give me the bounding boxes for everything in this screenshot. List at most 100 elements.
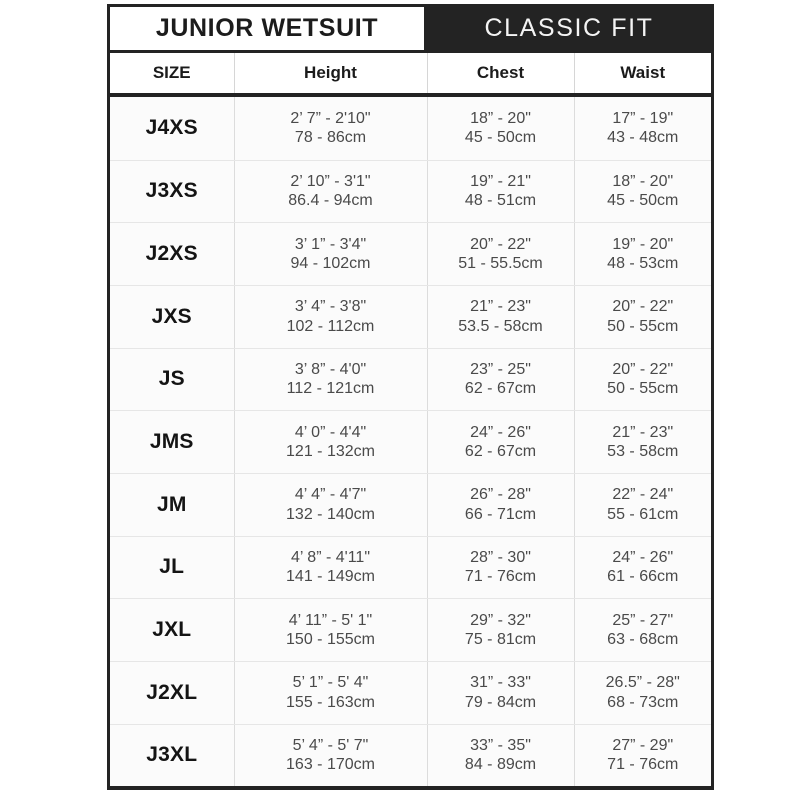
table-row: J2XL 5’ 1” - 5' 4" 155 - 163cm 31” - 33" 79 … bbox=[110, 661, 711, 725]
size-label: JXS bbox=[110, 285, 235, 349]
waist-measurement: 21” - 23" 53 - 58cm bbox=[574, 410, 712, 474]
height-measurement: 4’ 8” - 4'11" 141 - 149cm bbox=[234, 536, 428, 600]
waist-measurement-imperial: 20” - 22" bbox=[612, 298, 674, 316]
height-measurement-imperial: 3’ 1” - 3'4" bbox=[294, 235, 367, 253]
size-label: JM bbox=[110, 473, 235, 537]
waist-measurement-values: 22” - 24" 55 - 61cm bbox=[575, 485, 712, 524]
chest-measurement-metric: 53.5 - 58cm bbox=[458, 317, 543, 335]
table-row: J4XS 2’ 7” - 2'10" 78 - 86cm 18” - 20" 45 - … bbox=[110, 95, 711, 161]
chest-measurement: 18” - 20" 45 - 50cm bbox=[427, 95, 575, 161]
size-table: SIZE Height Chest Waist J4XS 2’ 7” - 2'10… bbox=[110, 53, 711, 786]
height-measurement-imperial: 2’ 10” - 3'1" bbox=[290, 172, 371, 190]
waist-measurement-values: 24” - 26" 61 - 66cm bbox=[575, 548, 712, 587]
height-measurement-values: 5’ 4” - 5' 7" 163 - 170cm bbox=[235, 736, 427, 775]
table-row: JL 4’ 8” - 4'11" 141 - 149cm 28” - 30" 71 - … bbox=[110, 536, 712, 600]
waist-measurement-imperial: 17” - 19" bbox=[612, 109, 674, 127]
waist-measurement-values: 18” - 20" 45 - 50cm bbox=[575, 172, 712, 211]
chest-measurement-metric: 79 - 84cm bbox=[464, 693, 537, 711]
waist-measurement-metric: 50 - 55cm bbox=[607, 317, 679, 335]
chest-measurement: 19” - 21" 48 - 51cm bbox=[427, 160, 575, 224]
column-header-chest: Chest bbox=[427, 53, 575, 97]
banner-product-title: JUNIOR WETSUIT bbox=[107, 4, 427, 53]
height-measurement-values: 3’ 8” - 4'0" 112 - 121cm bbox=[235, 360, 427, 399]
size-label: JMS bbox=[110, 410, 235, 474]
height-measurement-values: 5’ 1” - 5' 4" 155 - 163cm bbox=[235, 673, 427, 712]
height-measurement: 3’ 8” - 4'0" 112 - 121cm bbox=[234, 348, 428, 412]
table-body: J4XS 2’ 7” - 2'10" 78 - 86cm 18” - 20" 45 - … bbox=[110, 95, 711, 786]
waist-measurement-metric: 45 - 50cm bbox=[607, 192, 679, 210]
table-row: JMS 4’ 0” - 4'4" 121 - 132cm 24” - 26" 62 - … bbox=[110, 410, 712, 474]
chest-measurement-imperial: 31” - 33" bbox=[470, 674, 531, 692]
chest-measurement-imperial: 29” - 32" bbox=[470, 611, 531, 629]
height-measurement-values: 3’ 4” - 3'8" 102 - 112cm bbox=[235, 297, 427, 336]
size-label: J2XS bbox=[110, 222, 235, 286]
height-measurement-values: 4’ 8” - 4'11" 141 - 149cm bbox=[235, 548, 427, 587]
waist-measurement-metric: 68 - 73cm bbox=[607, 693, 679, 711]
height-measurement: 3’ 1” - 3'4" 94 - 102cm bbox=[234, 222, 428, 286]
waist-measurement-values: 20” - 22" 50 - 55cm bbox=[575, 297, 712, 336]
height-measurement-metric: 86.4 - 94cm bbox=[288, 192, 373, 210]
waist-measurement-metric: 43 - 48cm bbox=[607, 129, 679, 147]
waist-measurement-metric: 50 - 55cm bbox=[607, 380, 679, 398]
chest-measurement: 33” - 35" 84 - 89cm bbox=[427, 724, 575, 786]
chest-measurement: 24” - 26" 62 - 67cm bbox=[427, 410, 575, 474]
banner-fit-title-text: CLASSIC FIT bbox=[484, 14, 654, 42]
chest-measurement-values: 33” - 35" 84 - 89cm bbox=[428, 736, 574, 775]
height-measurement: 2’ 10” - 3'1" 86.4 - 94cm bbox=[234, 160, 428, 224]
table-row: J2XS 3’ 1” - 3'4" 94 - 102cm 20” - 22" 51 - … bbox=[110, 222, 711, 286]
chest-measurement: 26” - 28" 66 - 71cm bbox=[427, 473, 575, 537]
waist-measurement-values: 27” - 29" 71 - 76cm bbox=[575, 736, 712, 775]
chest-measurement-values: 29” - 32" 75 - 81cm bbox=[428, 611, 574, 650]
waist-measurement-values: 25” - 27" 63 - 68cm bbox=[575, 611, 712, 650]
chest-measurement-metric: 48 - 51cm bbox=[464, 192, 537, 210]
waist-measurement-imperial: 25” - 27" bbox=[612, 611, 674, 629]
waist-measurement-values: 20” - 22" 50 - 55cm bbox=[575, 360, 712, 399]
waist-measurement-values: 21” - 23" 53 - 58cm bbox=[575, 423, 712, 462]
waist-measurement-metric: 61 - 66cm bbox=[607, 568, 679, 586]
waist-measurement: 22” - 24" 55 - 61cm bbox=[574, 473, 712, 537]
waist-measurement-imperial: 21” - 23" bbox=[612, 423, 674, 441]
height-measurement-metric: 150 - 155cm bbox=[286, 631, 375, 649]
chest-measurement-values: 20” - 22" 51 - 55.5cm bbox=[428, 235, 574, 274]
chest-measurement-imperial: 23” - 25" bbox=[470, 360, 531, 378]
height-measurement-values: 4’ 0” - 4'4" 121 - 132cm bbox=[235, 423, 427, 462]
chest-measurement: 20” - 22" 51 - 55.5cm bbox=[427, 222, 575, 286]
chest-measurement-metric: 71 - 76cm bbox=[464, 568, 537, 586]
waist-measurement-metric: 55 - 61cm bbox=[607, 505, 679, 523]
chest-measurement-values: 28” - 30" 71 - 76cm bbox=[428, 548, 574, 587]
size-label: J3XS bbox=[110, 160, 235, 224]
size-label: J4XS bbox=[110, 95, 235, 161]
height-measurement-imperial: 5’ 1” - 5' 4" bbox=[292, 674, 369, 692]
chest-measurement-metric: 51 - 55.5cm bbox=[458, 255, 543, 273]
chest-measurement: 31” - 33" 79 - 84cm bbox=[427, 661, 575, 725]
height-measurement-metric: 102 - 112cm bbox=[286, 317, 375, 335]
waist-measurement-imperial: 26.5” - 28" bbox=[605, 674, 680, 692]
height-measurement-metric: 94 - 102cm bbox=[290, 255, 371, 273]
column-header-waist: Waist bbox=[574, 53, 711, 97]
chest-measurement-metric: 62 - 67cm bbox=[464, 443, 537, 461]
waist-measurement-imperial: 24” - 26" bbox=[612, 548, 674, 566]
waist-measurement-imperial: 20” - 22" bbox=[612, 360, 674, 378]
chest-measurement-values: 23” - 25" 62 - 67cm bbox=[428, 360, 574, 399]
chest-measurement-metric: 75 - 81cm bbox=[464, 631, 537, 649]
height-measurement-metric: 112 - 121cm bbox=[286, 380, 375, 398]
chest-measurement-metric: 62 - 67cm bbox=[464, 380, 537, 398]
height-measurement-imperial: 3’ 4” - 3'8" bbox=[294, 298, 367, 316]
height-measurement-imperial: 4’ 11” - 5' 1" bbox=[288, 611, 373, 629]
height-measurement-values: 4’ 11” - 5' 1" 150 - 155cm bbox=[235, 611, 427, 650]
chest-measurement-imperial: 28” - 30" bbox=[470, 548, 531, 566]
waist-measurement: 17” - 19" 43 - 48cm bbox=[574, 95, 711, 161]
height-measurement: 4’ 4” - 4'7" 132 - 140cm bbox=[234, 473, 428, 537]
waist-measurement-metric: 63 - 68cm bbox=[607, 631, 679, 649]
banner-product-title-text: JUNIOR WETSUIT bbox=[155, 14, 379, 42]
waist-measurement: 26.5” - 28" 68 - 73cm bbox=[574, 661, 711, 725]
chest-measurement-values: 31” - 33" 79 - 84cm bbox=[428, 673, 574, 712]
waist-measurement-metric: 48 - 53cm bbox=[607, 255, 679, 273]
height-measurement-metric: 141 - 149cm bbox=[286, 568, 375, 586]
height-measurement: 3’ 4” - 3'8" 102 - 112cm bbox=[234, 285, 428, 349]
waist-measurement-imperial: 27” - 29" bbox=[612, 736, 674, 754]
height-measurement-values: 2’ 7” - 2'10" 78 - 86cm bbox=[235, 109, 427, 148]
chest-measurement-metric: 45 - 50cm bbox=[464, 129, 537, 147]
column-header-height: Height bbox=[234, 53, 428, 97]
